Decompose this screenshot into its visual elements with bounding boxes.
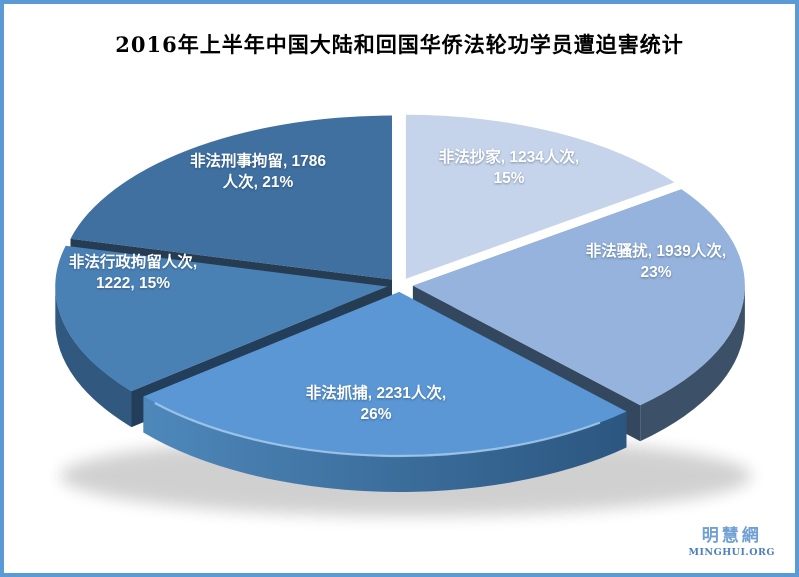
slice-label-line: 非法抄家, 1234人次, xyxy=(438,149,580,166)
pie-slice-2-rim xyxy=(143,396,627,492)
slice-label-line: 非法骚扰, 1939人次, xyxy=(585,243,727,260)
minghui-logo-cn: 明慧網 xyxy=(701,526,762,546)
pie-slice-4-top xyxy=(70,115,392,280)
slice-label-line: 非法刑事拘留, 1786 xyxy=(189,153,327,170)
slice-label-criminal-detention: 非法刑事拘留, 1786 人次, 21% xyxy=(190,151,326,193)
slice-label-line: 26% xyxy=(360,406,392,423)
pie-slice-1-top xyxy=(412,189,745,406)
minghui-logo-en: MINGHUI.ORG xyxy=(688,547,775,558)
slice-label-line: 15% xyxy=(493,170,525,187)
slice-label-harassment: 非法骚扰, 1939人次, 23% xyxy=(586,241,726,283)
pie-slice-1-rim xyxy=(640,285,745,442)
slice-label-line: 非法抓捕, 2231人次, xyxy=(305,385,447,402)
chart-title: 2016年上半年中国大陆和回国华侨法轮功学员遭迫害统计 xyxy=(115,32,684,57)
pie-slice-3-top xyxy=(55,245,388,392)
pie-slice-3-rim xyxy=(55,286,132,428)
slice-label-line: 人次, 21% xyxy=(222,174,294,191)
slice-label-arrest: 非法抓捕, 2231人次, 26% xyxy=(306,383,446,425)
slice-label-confiscation: 非法抄家, 1234人次, 15% xyxy=(439,147,579,189)
slice-label-line: 23% xyxy=(640,264,672,281)
slice-label-administrative-detention: 非法行政拘留人次, 1222, 15% xyxy=(69,252,197,294)
pie-chart xyxy=(55,114,752,516)
pie-rim-highlight xyxy=(154,402,601,458)
pie-slice-0-top xyxy=(405,114,675,279)
slice-label-line: 非法行政拘留人次, xyxy=(68,254,198,271)
pie-slice-2-top xyxy=(143,292,627,456)
slice-label-line: 1222, 15% xyxy=(95,275,171,292)
minghui-watermark: 明慧網 MINGHUI.ORG xyxy=(688,521,775,558)
